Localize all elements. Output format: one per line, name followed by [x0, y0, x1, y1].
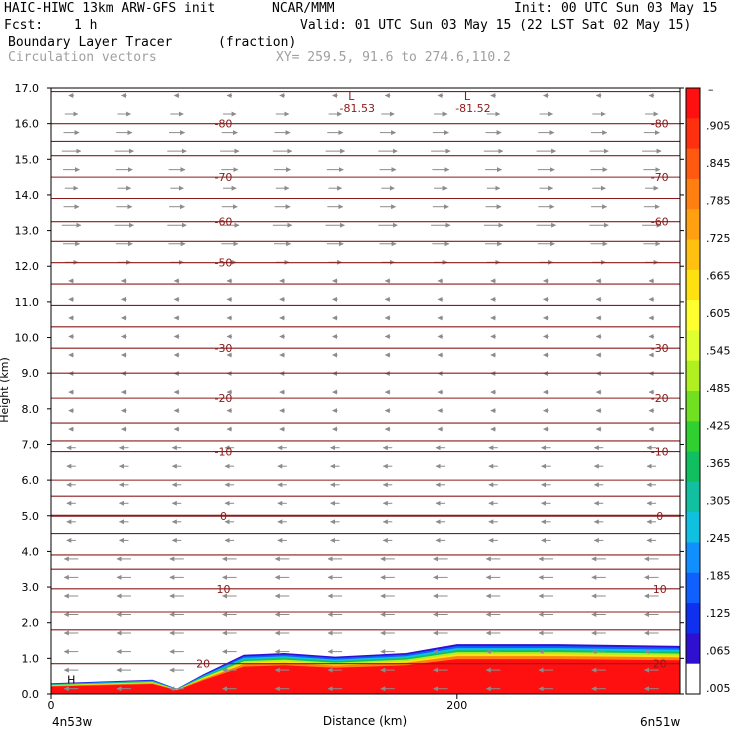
- colorbar-label: .485: [706, 382, 731, 395]
- colorbar-label: .065: [706, 645, 731, 658]
- y-tick-label: 2.0: [22, 617, 40, 630]
- isotherm-label: -60: [214, 216, 232, 229]
- plot-frame: [50, 87, 681, 695]
- isotherm-label: 20: [196, 658, 210, 671]
- colorbar-label: .785: [706, 195, 731, 208]
- low-marker: L: [464, 90, 471, 103]
- isotherm-label: -30: [214, 342, 232, 355]
- vectors-label: Circulation vectors: [8, 50, 157, 65]
- colorbar-swatch: [686, 572, 700, 604]
- isotherm-label: -20: [214, 392, 232, 405]
- isotherm-label: -20: [651, 392, 669, 405]
- colorbar-swatch: [686, 88, 700, 119]
- isotherm-label: -70: [651, 171, 669, 184]
- colorbar-swatch: [686, 542, 700, 574]
- y-tick-label: 7.0: [22, 438, 40, 451]
- colorbar-swatch: [686, 360, 700, 392]
- colorbar-label: .005: [706, 682, 731, 695]
- colorbar-swatch: [686, 269, 700, 301]
- colorbar-swatch: [686, 330, 700, 362]
- colorbar-swatch: [686, 148, 700, 180]
- y-tick-label: 10.0: [15, 332, 40, 345]
- colorbar-swatch: [686, 481, 700, 513]
- colorbar-label: .545: [706, 345, 731, 358]
- y-tick-label: 11.0: [15, 296, 40, 309]
- colorbar-label: .185: [706, 570, 731, 583]
- colorbar-swatch: [686, 178, 700, 210]
- isotherm-label: 0: [656, 510, 663, 523]
- isotherm-label: 0: [220, 510, 227, 523]
- colorbar-swatch: [686, 118, 700, 150]
- colorbar-swatch: [686, 391, 700, 422]
- colorbar-label: .125: [706, 607, 731, 620]
- isotherm-label: -10: [214, 446, 232, 459]
- y-tick-label: 6.0: [22, 474, 40, 487]
- isotherm-label: -30: [651, 342, 669, 355]
- colorbar-label: .725: [706, 232, 731, 245]
- init-time: Init: 00 UTC Sun 03 May 15: [514, 1, 718, 16]
- colorbar-label: .905: [706, 120, 731, 133]
- isotherm-label: -80: [214, 118, 232, 131]
- fcst-value: 1 h: [74, 18, 98, 33]
- x-left-endpoint: 4n53w: [52, 715, 93, 729]
- colorbar-top-label: –: [708, 83, 714, 96]
- y-tick-label: 15.0: [15, 153, 40, 166]
- x-tick-label: 0: [48, 699, 55, 712]
- model-title: HAIC-HIWC 13km ARW-GFS init: [4, 1, 216, 16]
- isotherm-label: -80: [651, 118, 669, 131]
- y-axis-label: Height (km): [0, 357, 11, 423]
- colorbar-frame: [685, 87, 701, 695]
- colorbar-swatch: [686, 239, 700, 271]
- isotherm-label: 20: [653, 658, 667, 671]
- y-tick-label: 14.0: [15, 189, 40, 202]
- colorbar-label: .665: [706, 270, 731, 283]
- y-tick-label: 16.0: [15, 118, 40, 131]
- tracer-band-7: [51, 659, 680, 694]
- colorbar-swatch: [686, 300, 700, 331]
- y-tick-label: 17.0: [15, 82, 40, 95]
- valid-time: Valid: 01 UTC Sun 03 May 15 (22 LST Sat …: [300, 18, 692, 33]
- y-tick-label: 9.0: [22, 367, 40, 380]
- y-tick-label: 4.0: [22, 545, 40, 558]
- y-tick-label: 5.0: [22, 510, 40, 523]
- org-label: NCAR/MMM: [272, 1, 335, 16]
- colorbar-swatch: [686, 663, 700, 695]
- colorbar-label: .605: [706, 307, 731, 320]
- low-value: -81.53: [340, 102, 375, 115]
- y-tick-label: 12.0: [15, 260, 40, 273]
- x-axis-label: Distance (km): [323, 714, 407, 728]
- y-tick-label: 8.0: [22, 403, 40, 416]
- low-marker: L: [348, 90, 355, 103]
- isotherm-label: 10: [216, 583, 230, 596]
- colorbar-swatch: [686, 209, 700, 240]
- isotherm-label: -10: [651, 446, 669, 459]
- colorbar-label: .245: [706, 532, 731, 545]
- x-right-endpoint: 6n51w: [640, 715, 681, 729]
- x-tick-label: 200: [446, 699, 467, 712]
- colorbar-label: .365: [706, 457, 731, 470]
- y-tick-label: 1.0: [22, 652, 40, 665]
- cross-section-coords: XY= 259.5, 91.6 to 274.6,110.2: [276, 50, 511, 65]
- colorbar-swatch: [686, 512, 700, 543]
- colorbar-swatch: [686, 421, 700, 453]
- field-name: Boundary Layer Tracer: [8, 35, 173, 50]
- isotherm-label: -70: [214, 171, 232, 184]
- y-tick-label: 0.0: [22, 688, 40, 701]
- low-value: -81.52: [455, 102, 490, 115]
- y-tick-label: 3.0: [22, 581, 40, 594]
- colorbar-label: .425: [706, 420, 731, 433]
- high-marker: H: [67, 673, 75, 686]
- colorbar-swatch: [686, 633, 700, 665]
- isotherm-label: -50: [214, 257, 232, 270]
- field-units: (fraction): [218, 35, 297, 50]
- colorbar-swatch: [686, 451, 700, 483]
- colorbar-swatch: [686, 603, 700, 634]
- isotherm-label: -60: [651, 216, 669, 229]
- y-tick-label: 13.0: [15, 225, 40, 238]
- colorbar-label: .845: [706, 157, 731, 170]
- colorbar-label: .305: [706, 495, 731, 508]
- isotherm-label: 10: [653, 583, 667, 596]
- fcst-label: Fcst:: [4, 18, 44, 33]
